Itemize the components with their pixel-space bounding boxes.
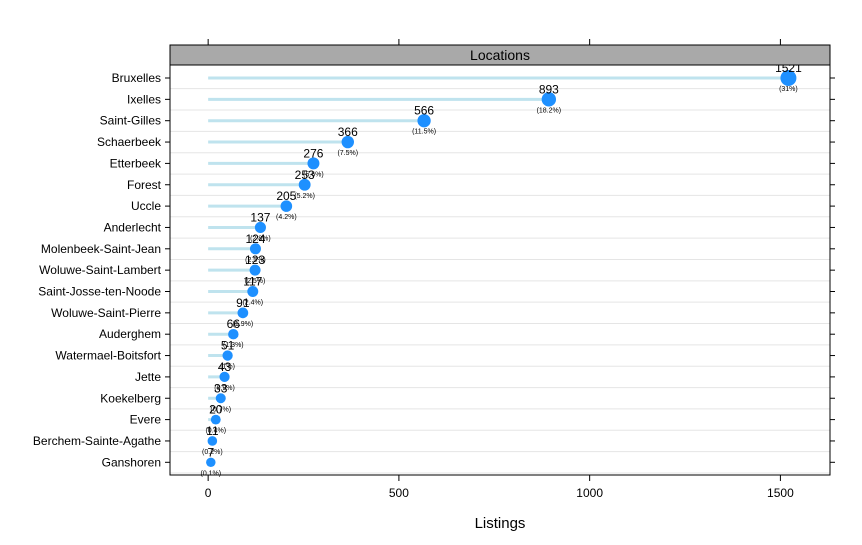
percent-label-Forest: (5.2%) [294, 193, 315, 200]
category-label-Anderlecht: Anderlecht [104, 220, 162, 234]
percent-label-Molenbeek-Saint-Jean: (2.5%) [245, 257, 266, 264]
category-label-Ixelles: Ixelles [127, 92, 161, 106]
percent-label-Schaerbeek: (7.5%) [337, 150, 358, 157]
percent-label-Koekelberg: (0.7%) [210, 406, 231, 413]
x-axis-title: Listings [475, 515, 526, 532]
category-label-Etterbeek: Etterbeek [110, 156, 162, 170]
percent-label-Saint-Gilles: (11.5%) [412, 129, 436, 136]
percent-label-Woluwe-Saint-Pierre: (1.9%) [233, 321, 254, 328]
category-label-Jette: Jette [135, 370, 161, 384]
point-Ganshoren [206, 457, 216, 468]
category-label-Evere: Evere [130, 413, 162, 427]
value-label-Anderlecht: 137 [250, 210, 270, 224]
percent-label-Etterbeek: (5.6%) [303, 171, 324, 178]
category-label-Schaerbeek: Schaerbeek [97, 135, 162, 149]
axis-layer: 0 500 1000 1500 [165, 39, 835, 500]
grid-layer [170, 88, 830, 474]
value-label-Molenbeek-Saint-Jean: 124 [245, 232, 265, 246]
point-Woluwe-Saint-Lambert [249, 264, 261, 276]
category-label-Koekelberg: Koekelberg [100, 391, 161, 405]
value-label-Saint-Gilles: 566 [414, 104, 434, 118]
value-label-Jette: 43 [218, 360, 232, 374]
value-label-Forest: 253 [295, 168, 315, 182]
value-label-Uccle: 205 [276, 189, 296, 203]
stem-layer [208, 76, 789, 464]
value-label-Berchem-Sainte-Agathe: 11 [206, 424, 219, 438]
x-tick-label-1500: 1500 [767, 486, 794, 500]
point-layer [206, 70, 797, 468]
category-label-Watermael-Boitsfort: Watermael-Boitsfort [55, 349, 161, 363]
point-Berchem-Sainte-Agathe [207, 436, 218, 446]
point-Forest [298, 178, 311, 191]
percent-label-Uccle: (4.2%) [276, 214, 297, 221]
category-label-Ganshoren: Ganshoren [102, 455, 161, 469]
percent-label-Jette: (0.9%) [214, 385, 235, 392]
category-labels: Bruxelles Ixelles Saint-Gilles Schaerbeek Et… [33, 71, 162, 469]
value-label-Woluwe-Saint-Pierre: 91 [236, 296, 250, 310]
value-label-Schaerbeek: 366 [338, 125, 358, 139]
category-label-Saint-Gilles: Saint-Gilles [100, 114, 161, 128]
point-Watermael-Boitsfort [222, 350, 233, 361]
percent-label-Berchem-Sainte-Agathe: (0.2%) [202, 449, 223, 456]
category-label-Berchem-Sainte-Agathe: Berchem-Sainte-Agathe [33, 434, 161, 448]
point-Auderghem [228, 328, 239, 340]
percent-label-Auderghem: (1.3%) [223, 342, 244, 349]
point-Jette [219, 371, 230, 382]
percent-label-Anderlecht: (2.8%) [250, 235, 271, 242]
value-label-Etterbeek: 276 [303, 146, 323, 160]
value-label-Saint-Josse-ten-Noode: 117 [243, 275, 262, 289]
label-layer: 1521(31%)893(18.2%)566(11.5%)366(7.5%)27… [201, 61, 803, 477]
point-Bruxelles [780, 70, 797, 86]
x-tick-label-500: 500 [389, 486, 409, 500]
panel-title: Locations [470, 47, 530, 63]
panel-frame [169, 44, 831, 476]
category-label-Forest: Forest [127, 178, 162, 192]
value-label-Evere: 20 [209, 403, 223, 417]
percent-label-Woluwe-Saint-Lambert: (2.5%) [245, 278, 266, 285]
category-label-Saint-Josse-ten-Noode: Saint-Josse-ten-Noode [38, 285, 161, 299]
point-Koekelberg [215, 393, 226, 404]
value-label-Koekelberg: 33 [214, 381, 228, 395]
point-Evere [210, 414, 221, 425]
value-label-Ganshoren: 7 [207, 445, 214, 459]
point-Saint-Gilles [417, 114, 431, 128]
value-label-Auderghem: 66 [227, 317, 241, 331]
point-Uccle [280, 200, 293, 212]
x-tick-label-1000: 1000 [576, 486, 603, 500]
category-label-Molenbeek-Saint-Jean: Molenbeek-Saint-Jean [41, 242, 161, 256]
percent-label-Ixelles: (18.2%) [537, 107, 562, 114]
point-Ixelles [541, 92, 557, 107]
x-tick-label-0: 0 [205, 486, 212, 500]
point-Schaerbeek [341, 135, 354, 149]
point-Molenbeek-Saint-Jean [249, 243, 261, 255]
percent-label-Evere: (0.4%) [205, 428, 226, 435]
percent-label-Ganshoren: (0.1%) [201, 470, 222, 477]
value-label-Ixelles: 893 [539, 82, 559, 96]
percent-label-Watermael-Boitsfort: (1%) [220, 364, 235, 371]
value-label-Woluwe-Saint-Lambert: 123 [245, 253, 265, 267]
point-Anderlecht [254, 221, 266, 234]
point-Etterbeek [307, 157, 320, 170]
point-Woluwe-Saint-Pierre [237, 307, 249, 319]
value-label-Watermael-Boitsfort: 51 [221, 339, 235, 353]
category-label-Auderghem: Auderghem [99, 327, 161, 341]
category-label-Bruxelles: Bruxelles [112, 71, 161, 85]
category-label-Uccle: Uccle [131, 199, 161, 213]
percent-label-Bruxelles: (31%) [779, 86, 798, 93]
point-Saint-Josse-ten-Noode [247, 286, 259, 297]
category-label-Woluwe-Saint-Pierre: Woluwe-Saint-Pierre [51, 306, 161, 320]
category-label-Woluwe-Saint-Lambert: Woluwe-Saint-Lambert [39, 263, 161, 277]
percent-label-Saint-Josse-ten-Noode: (2.4%) [242, 300, 263, 307]
